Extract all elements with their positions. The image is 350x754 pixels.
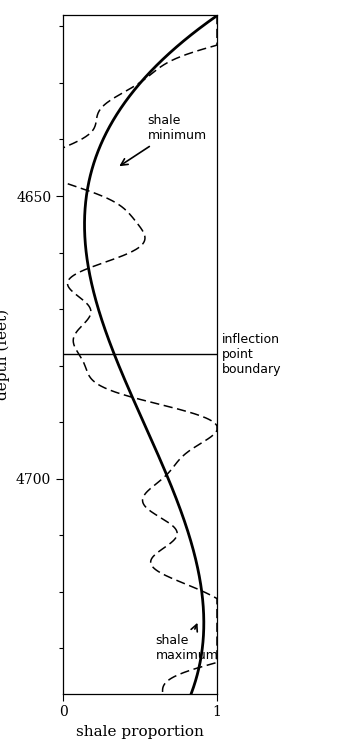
Text: inflection
point
boundary: inflection point boundary — [222, 333, 281, 376]
Text: shale
minimum: shale minimum — [121, 114, 207, 165]
Y-axis label: depth (feet): depth (feet) — [0, 309, 10, 400]
Text: shale
maximum: shale maximum — [155, 624, 218, 663]
X-axis label: shale proportion: shale proportion — [76, 725, 204, 739]
